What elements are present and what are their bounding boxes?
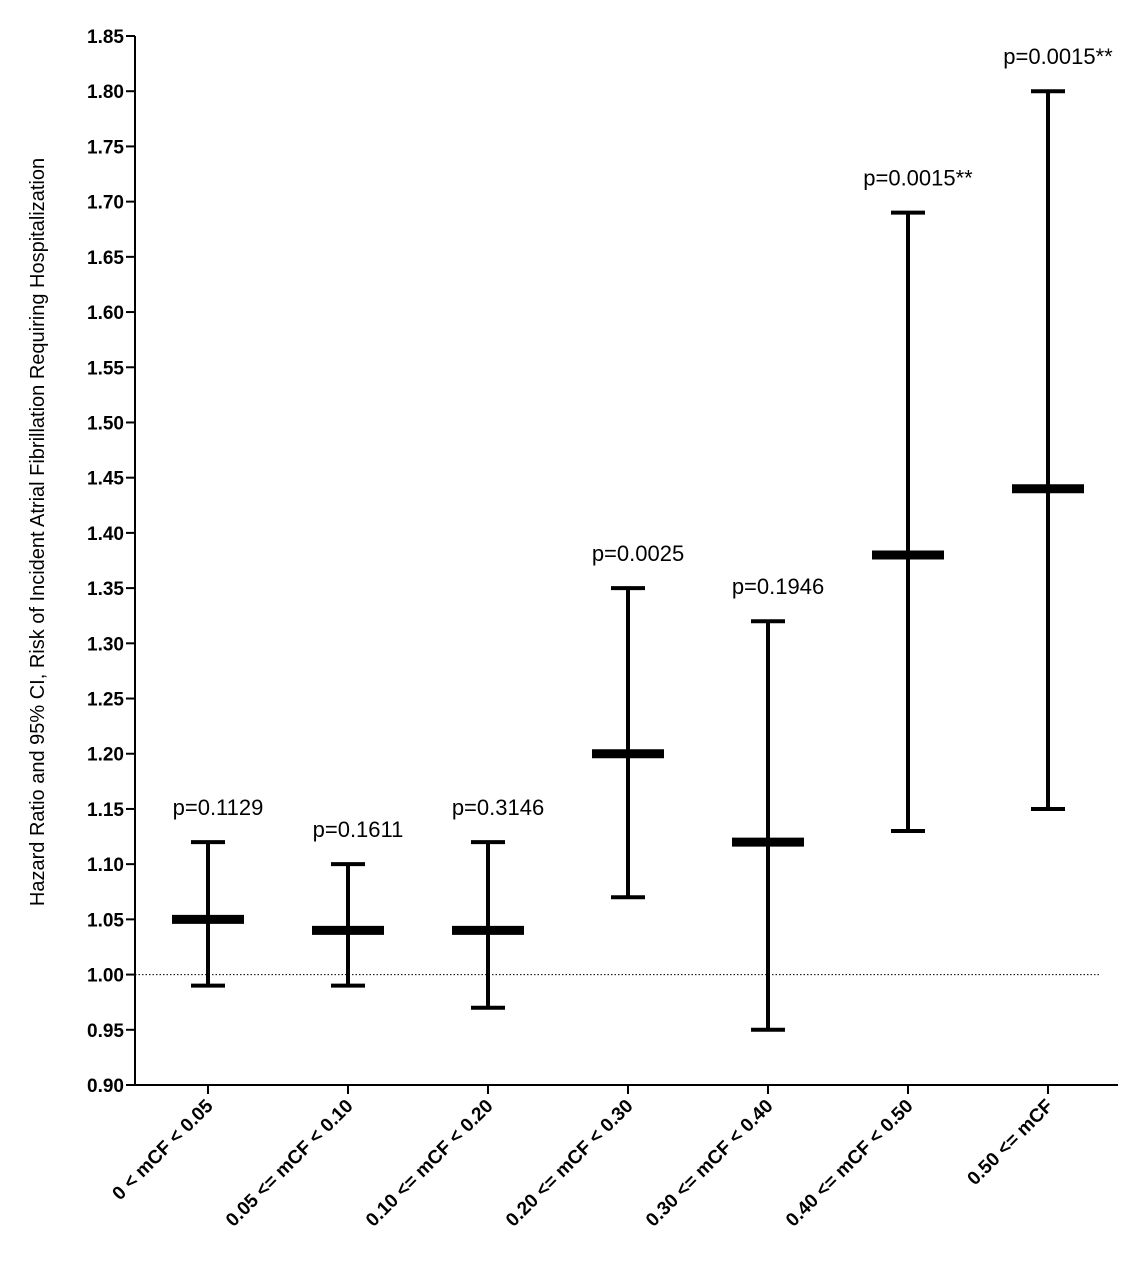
p-value-label: p=0.0025	[592, 541, 684, 566]
y-tick-label: 0.95	[87, 1021, 124, 1042]
p-value-label: p=0.1611	[313, 817, 404, 842]
y-tick-label: 0.90	[87, 1076, 124, 1097]
x-tick-label: 0.50 <= mCF	[964, 1096, 1058, 1190]
x-axis-ticks: 0 < mCF < 0.05 0.05 <= mCF < 0.10 0.10 <= …	[109, 1085, 1058, 1231]
p-value-label: p=0.3146	[452, 795, 544, 820]
y-tick-label: 1.35	[87, 579, 124, 600]
y-tick-label: 1.45	[87, 469, 124, 490]
x-tick-label: 0.05 <= mCF < 0.10	[222, 1096, 357, 1231]
y-tick-label: 1.40	[87, 524, 124, 545]
x-tick-label: 0.40 <= mCF < 0.50	[782, 1096, 917, 1231]
x-tick-label: 0.30 <= mCF < 0.40	[642, 1096, 777, 1231]
y-tick-label: 1.60	[87, 303, 124, 324]
y-tick-label: 1.85	[87, 27, 124, 48]
p-value-label: p=0.0015**	[863, 166, 973, 191]
x-tick-label: 0.20 <= mCF < 0.30	[502, 1096, 637, 1231]
y-tick-label: 1.70	[87, 193, 124, 214]
y-tick-label: 1.25	[87, 690, 124, 711]
y-tick-label: 1.30	[87, 634, 124, 655]
x-tick-label: 0 < mCF < 0.05	[109, 1095, 218, 1204]
y-axis-ticks: 0.90 0.95 1.00 1.05 1.10 1.15 1.20 1.25 1.30 1.35…	[87, 27, 135, 1097]
p-value-labels: p=0.1129 p=0.1611 p=0.3146 p=0.0025 p=0.1946…	[173, 44, 1114, 842]
y-tick-label: 1.80	[87, 82, 124, 103]
y-tick-label: 1.00	[87, 966, 124, 987]
y-axis-title-group: Hazard Ratio and 95% CI, Risk of Inciden…	[27, 158, 49, 906]
p-value-label: p=0.0015**	[1003, 44, 1113, 69]
y-tick-label: 1.20	[87, 745, 124, 766]
y-tick-label: 1.55	[87, 358, 124, 379]
y-tick-label: 1.15	[87, 800, 124, 821]
y-tick-label: 1.05	[87, 910, 124, 931]
error-bars	[172, 89, 1084, 1032]
y-tick-label: 1.10	[87, 855, 124, 876]
y-axis-title: Hazard Ratio and 95% CI, Risk of Inciden…	[27, 158, 49, 906]
p-value-label: p=0.1129	[173, 795, 264, 820]
y-tick-label: 1.75	[87, 137, 124, 158]
p-value-label: p=0.1946	[732, 574, 824, 599]
y-tick-label: 1.50	[87, 413, 124, 434]
axes	[134, 36, 1118, 1086]
x-tick-label: 0.10 <= mCF < 0.20	[362, 1096, 497, 1231]
y-tick-label: 1.65	[87, 248, 124, 269]
